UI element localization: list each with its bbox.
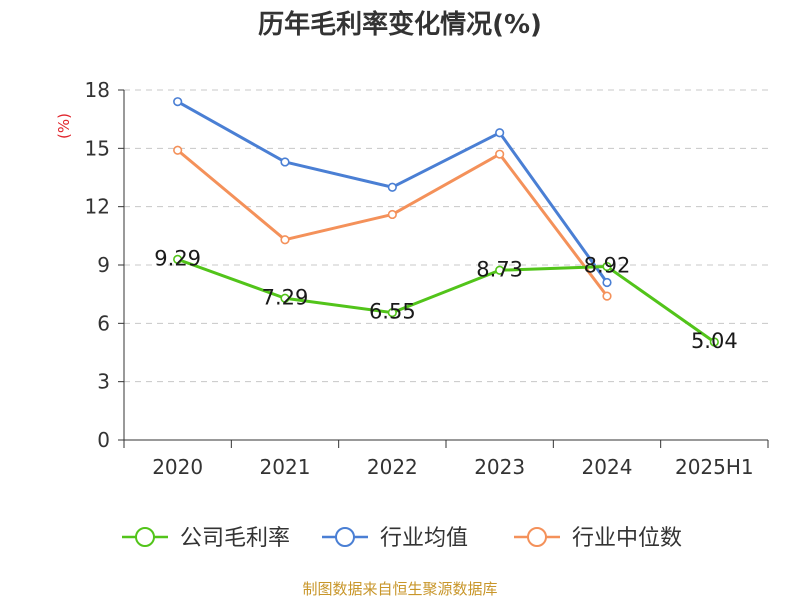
- x-tick-label-2022: 2022: [367, 455, 418, 479]
- data-label: 7.29: [262, 285, 309, 309]
- y-tick-label-15: 15: [85, 136, 110, 160]
- data-point: [387, 209, 397, 220]
- data-point: [602, 291, 612, 301]
- legend-marker: [527, 527, 547, 547]
- legend-item-2[interactable]: 行业均值: [322, 526, 468, 551]
- legend-item-1[interactable]: 公司毛利率: [122, 526, 290, 551]
- y-tick-label-6: 6: [97, 311, 110, 335]
- axes: 0 3 6 9 12 15 18 2020 2021 2022 2023 2024 2025H1 (%): [55, 78, 769, 479]
- series-1: [173, 254, 719, 347]
- y-tick-label-3: 3: [97, 370, 110, 394]
- x-tick-label-2020: 2020: [152, 455, 203, 479]
- series-line: [177, 257, 716, 344]
- y-tick-label-12: 12: [85, 195, 110, 219]
- y-tick-label-0: 0: [97, 428, 110, 452]
- data-point: [709, 337, 719, 347]
- x-tick-label-2024: 2024: [582, 455, 633, 479]
- legend-label: 行业均值: [380, 526, 468, 551]
- y-axis-label: (%): [55, 113, 73, 139]
- data-point: [602, 277, 612, 288]
- data-label: 9.29: [154, 246, 201, 270]
- legend-label: 行业中位数: [572, 526, 682, 551]
- data-point: [387, 308, 397, 318]
- series-lines: [173, 97, 719, 347]
- y-tick-label-18: 18: [85, 78, 110, 102]
- data-point: [495, 149, 505, 159]
- data-point: [387, 182, 397, 192]
- data-point: [602, 261, 612, 272]
- data-label: 8.92: [584, 254, 631, 278]
- data-label: 6.55: [369, 300, 416, 324]
- data-label: 8.73: [476, 257, 523, 281]
- source-note: 制图数据来自恒生聚源数据库: [302, 580, 498, 598]
- legend-marker: [335, 527, 355, 547]
- series-3: [173, 145, 612, 301]
- legend[interactable]: 公司毛利率 行业均值 行业中位数: [122, 526, 682, 551]
- series-line: [176, 100, 609, 284]
- data-point: [280, 157, 290, 167]
- series-2: [173, 97, 612, 288]
- legend-item-3[interactable]: 行业中位数: [514, 526, 682, 551]
- y-tick-label-9: 9: [97, 253, 110, 277]
- grid-lines: [124, 89, 768, 383]
- data-label: 5.04: [691, 329, 738, 353]
- chart-title: 历年毛利率变化情况(%): [258, 10, 542, 40]
- data-point: [173, 97, 183, 107]
- legend-marker: [135, 527, 155, 547]
- series-line: [176, 149, 609, 298]
- data-point: [495, 128, 505, 138]
- data-point: [495, 265, 505, 275]
- data-labels: 9.29 7.29 6.55 8.73 8.92 5.04: [154, 246, 737, 353]
- data-point: [280, 293, 290, 303]
- x-tick-label-2025H1: 2025H1: [675, 455, 754, 479]
- x-tick-label-2023: 2023: [474, 455, 525, 479]
- data-point: [173, 254, 183, 264]
- legend-label: 公司毛利率: [180, 526, 290, 551]
- data-point: [280, 235, 290, 245]
- data-point: [173, 145, 183, 155]
- x-tick-label-2021: 2021: [260, 455, 311, 479]
